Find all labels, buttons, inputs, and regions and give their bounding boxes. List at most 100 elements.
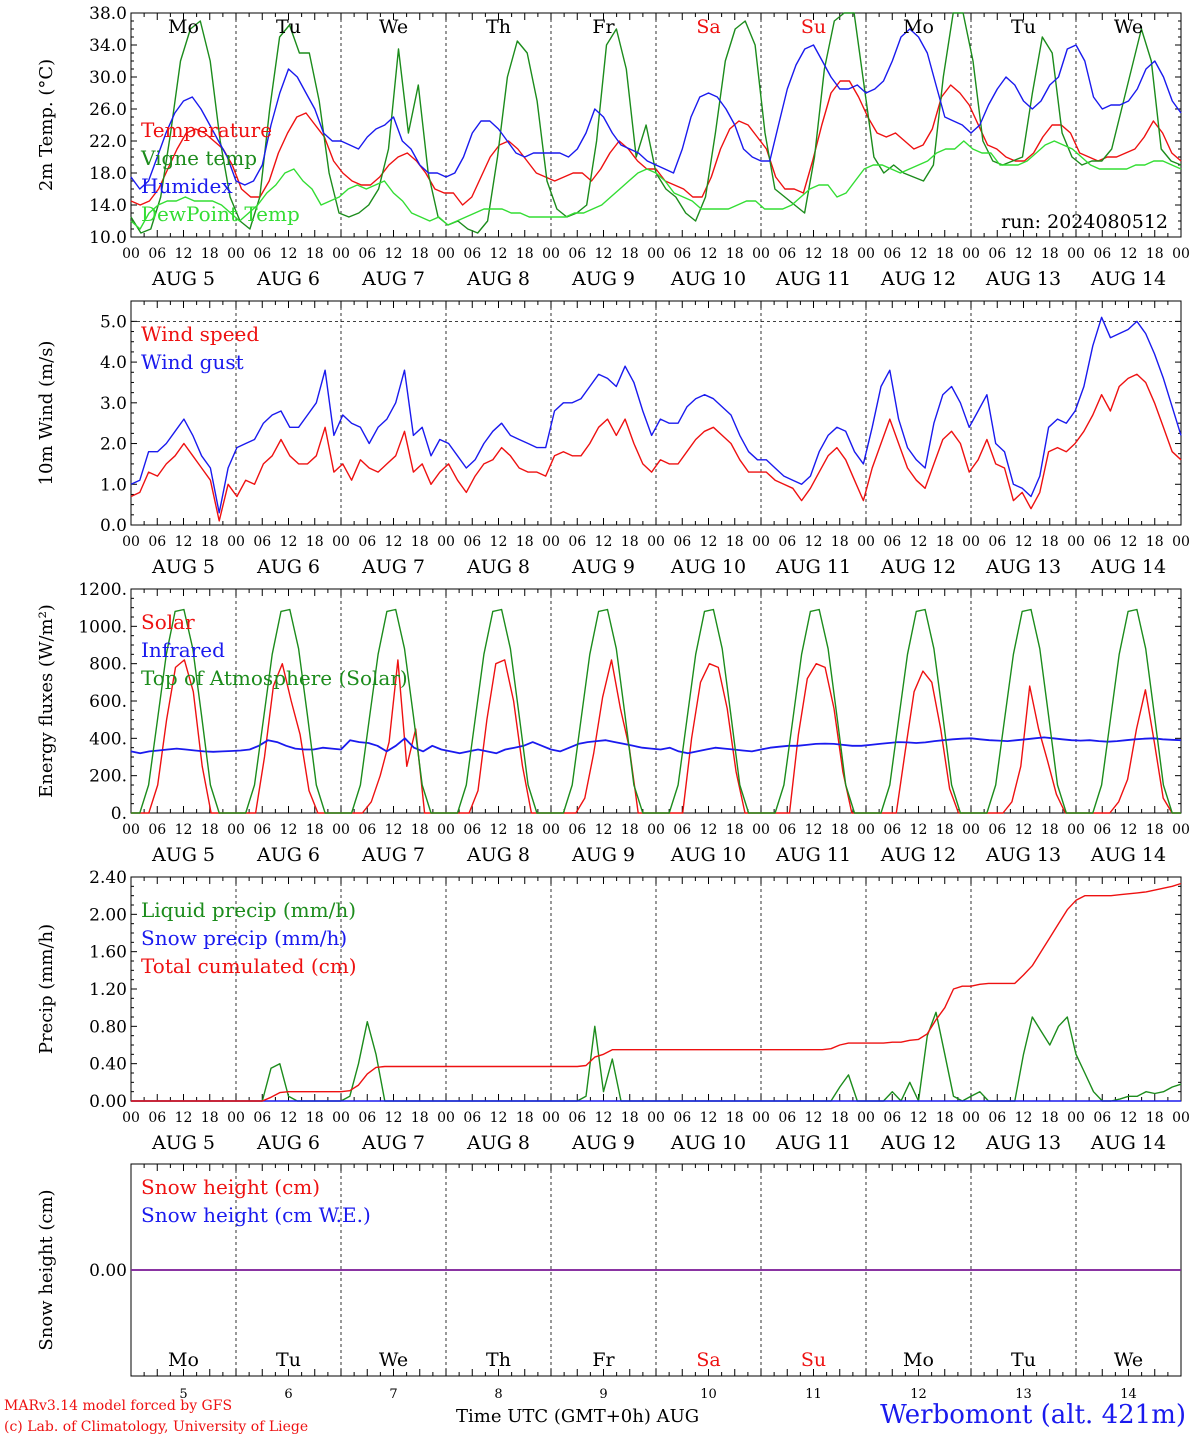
date-label: AUG 12 bbox=[880, 268, 956, 290]
hour-label: 00 bbox=[227, 1110, 245, 1126]
hour-label: 00 bbox=[1067, 822, 1085, 838]
hour-label: 00 bbox=[1067, 246, 1085, 262]
series-line bbox=[130, 373, 1182, 522]
date-label: AUG 7 bbox=[361, 844, 425, 866]
hour-label: 12 bbox=[490, 1110, 508, 1126]
hour-label: 00 bbox=[122, 822, 140, 838]
weekday-label: Mo bbox=[903, 16, 934, 38]
y-tick-label: 200. bbox=[89, 767, 127, 787]
legend-label: Snow height (cm) bbox=[141, 1175, 320, 1199]
hour-label: 06 bbox=[988, 822, 1006, 838]
lab-credit: (c) Lab. of Climatology, University of L… bbox=[4, 1419, 309, 1435]
hour-label: 06 bbox=[883, 1110, 901, 1126]
date-label: AUG 11 bbox=[775, 844, 851, 866]
hour-label: 06 bbox=[253, 534, 271, 550]
hour-label: 18 bbox=[831, 1110, 849, 1126]
date-label: AUG 10 bbox=[670, 268, 746, 290]
hour-label: 00 bbox=[542, 1110, 560, 1126]
time-axis-label: Time UTC (GMT+0h) AUG bbox=[456, 1406, 700, 1427]
hour-label: 12 bbox=[910, 822, 928, 838]
hour-label: 06 bbox=[568, 246, 586, 262]
hour-label: 18 bbox=[1041, 534, 1059, 550]
hour-label: 06 bbox=[358, 534, 376, 550]
y-axis-label: 10m Wind (m/s) bbox=[36, 341, 57, 486]
legend-label: Vigne temp bbox=[140, 146, 257, 170]
hour-label: 00 bbox=[227, 822, 245, 838]
date-label: AUG 14 bbox=[1090, 1132, 1166, 1154]
model-credit: MARv3.14 model forced by GFS bbox=[4, 1398, 233, 1414]
hour-label: 12 bbox=[1015, 246, 1033, 262]
date-label: AUG 6 bbox=[256, 556, 320, 578]
date-label: AUG 5 bbox=[151, 556, 215, 578]
hour-label: 18 bbox=[201, 822, 219, 838]
date-label: 7 bbox=[389, 1387, 397, 1402]
series-line bbox=[131, 882, 1182, 1102]
weekday-label: Su bbox=[801, 1349, 826, 1371]
date-label: AUG 12 bbox=[880, 844, 956, 866]
hour-label: 18 bbox=[726, 1110, 744, 1126]
y-tick-label: 0. bbox=[111, 804, 127, 824]
hour-label: 18 bbox=[1146, 534, 1164, 550]
hour-label: 00 bbox=[542, 822, 560, 838]
hour-label: 12 bbox=[280, 1110, 298, 1126]
series-line bbox=[130, 80, 1182, 206]
hour-label: 06 bbox=[148, 822, 166, 838]
legend-label: Wind speed bbox=[141, 322, 259, 346]
hour-label: 00 bbox=[962, 246, 980, 262]
y-tick-label: 1.60 bbox=[89, 943, 127, 963]
y-tick-label: 1000. bbox=[78, 617, 127, 637]
date-label: AUG 13 bbox=[985, 844, 1061, 866]
date-label: AUG 14 bbox=[1090, 268, 1166, 290]
date-label: 5 bbox=[179, 1387, 187, 1402]
date-label: 6 bbox=[284, 1387, 292, 1402]
legend-label: Temperature bbox=[141, 118, 272, 142]
y-tick-label: 0.00 bbox=[89, 1261, 127, 1281]
date-label: 12 bbox=[910, 1387, 927, 1402]
hour-label: 00 bbox=[1172, 1110, 1190, 1126]
hour-label: 18 bbox=[516, 246, 534, 262]
date-label: AUG 5 bbox=[151, 268, 215, 290]
hour-label: 12 bbox=[1120, 822, 1138, 838]
hour-label: 00 bbox=[437, 1110, 455, 1126]
hour-label: 00 bbox=[542, 246, 560, 262]
hour-label: 12 bbox=[175, 534, 193, 550]
legend-label: Wind gust bbox=[141, 350, 244, 374]
hour-label: 18 bbox=[621, 246, 639, 262]
hour-label: 12 bbox=[490, 534, 508, 550]
legend-label: Humidex bbox=[141, 174, 233, 198]
date-label: AUG 9 bbox=[571, 556, 635, 578]
hour-label: 12 bbox=[1015, 534, 1033, 550]
date-label: AUG 5 bbox=[151, 844, 215, 866]
hour-label: 18 bbox=[936, 1110, 954, 1126]
y-tick-label: 18.0 bbox=[89, 164, 127, 184]
hour-label: 18 bbox=[621, 534, 639, 550]
legend-label: Snow precip (mm/h) bbox=[141, 926, 347, 950]
hour-label: 00 bbox=[227, 246, 245, 262]
hour-label: 12 bbox=[910, 246, 928, 262]
hour-label: 00 bbox=[857, 1110, 875, 1126]
hour-label: 12 bbox=[700, 246, 718, 262]
hour-label: 06 bbox=[778, 1110, 796, 1126]
weekday-label: Sa bbox=[696, 16, 720, 38]
hour-label: 18 bbox=[726, 534, 744, 550]
hour-label: 00 bbox=[857, 534, 875, 550]
hour-label: 00 bbox=[962, 822, 980, 838]
weekday-label: Mo bbox=[168, 16, 199, 38]
date-label: AUG 14 bbox=[1090, 556, 1166, 578]
legend-label: Total cumulated (cm) bbox=[141, 954, 357, 978]
hour-label: 00 bbox=[647, 246, 665, 262]
y-tick-label: 14.0 bbox=[89, 196, 127, 216]
date-label: AUG 8 bbox=[466, 844, 530, 866]
hour-label: 06 bbox=[778, 534, 796, 550]
y-tick-label: 0.40 bbox=[89, 1055, 127, 1075]
hour-label: 00 bbox=[332, 246, 350, 262]
hour-label: 00 bbox=[962, 534, 980, 550]
hour-label: 00 bbox=[122, 246, 140, 262]
hour-label: 12 bbox=[1015, 822, 1033, 838]
hour-label: 18 bbox=[936, 822, 954, 838]
hour-label: 00 bbox=[122, 534, 140, 550]
hour-label: 12 bbox=[595, 822, 613, 838]
hour-label: 18 bbox=[411, 534, 429, 550]
y-tick-label: 38.0 bbox=[89, 4, 127, 24]
hour-label: 00 bbox=[122, 1110, 140, 1126]
